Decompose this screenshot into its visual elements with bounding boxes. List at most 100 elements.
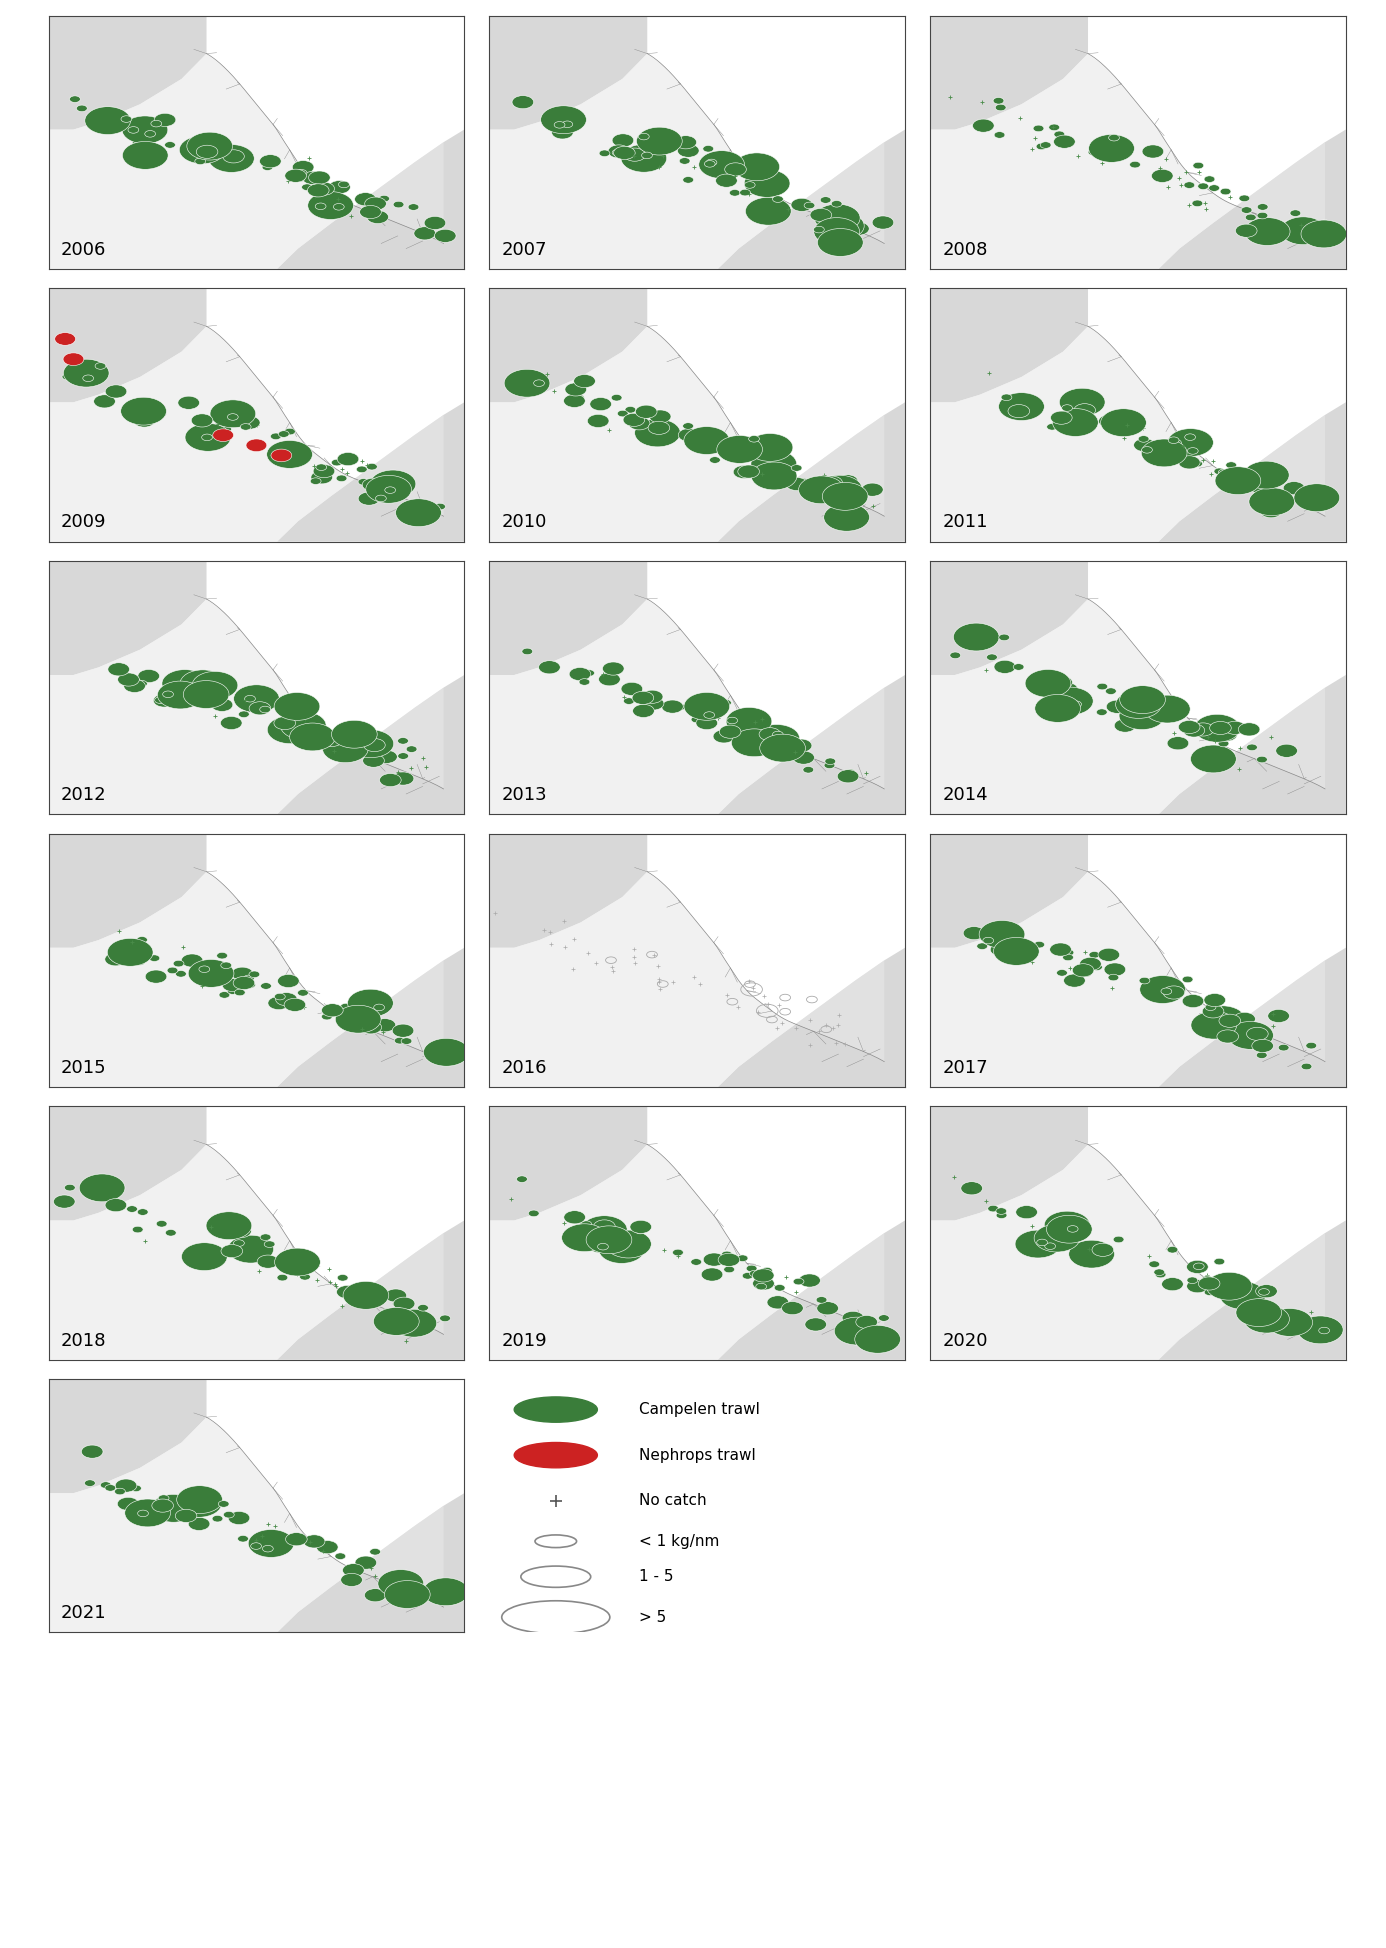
Circle shape: [1167, 736, 1189, 750]
Text: > 5: > 5: [639, 1609, 667, 1625]
Circle shape: [229, 1512, 249, 1525]
Circle shape: [625, 407, 636, 413]
Circle shape: [599, 1235, 644, 1264]
Circle shape: [1218, 1015, 1240, 1027]
Polygon shape: [930, 834, 1088, 949]
Circle shape: [320, 734, 342, 746]
Circle shape: [1080, 956, 1102, 970]
Circle shape: [564, 1212, 585, 1223]
Circle shape: [821, 475, 843, 489]
Circle shape: [223, 970, 233, 976]
Circle shape: [151, 121, 162, 127]
Circle shape: [1195, 715, 1240, 742]
Circle shape: [624, 697, 635, 705]
Circle shape: [292, 160, 315, 173]
Polygon shape: [49, 1418, 444, 1632]
Circle shape: [1192, 460, 1203, 468]
Circle shape: [1249, 487, 1295, 516]
Circle shape: [1249, 479, 1271, 493]
Circle shape: [391, 1586, 413, 1597]
Polygon shape: [277, 129, 464, 269]
Circle shape: [1063, 955, 1074, 960]
Circle shape: [360, 1021, 381, 1034]
Circle shape: [581, 1221, 592, 1227]
Circle shape: [1035, 695, 1081, 723]
Circle shape: [994, 97, 1003, 103]
Circle shape: [628, 417, 650, 431]
Circle shape: [223, 150, 244, 164]
Circle shape: [949, 653, 960, 658]
Circle shape: [1225, 462, 1236, 468]
Circle shape: [649, 421, 669, 434]
Polygon shape: [49, 873, 444, 1087]
Circle shape: [672, 1249, 683, 1256]
Circle shape: [718, 1253, 740, 1266]
Circle shape: [202, 140, 213, 148]
Circle shape: [277, 974, 299, 988]
Circle shape: [380, 773, 401, 787]
Circle shape: [1145, 695, 1191, 723]
Circle shape: [328, 181, 351, 193]
Circle shape: [272, 450, 291, 462]
Polygon shape: [930, 600, 1325, 814]
Circle shape: [341, 1574, 362, 1586]
Circle shape: [286, 1533, 308, 1547]
Circle shape: [267, 997, 290, 1009]
Text: Nephrops trawl: Nephrops trawl: [639, 1447, 755, 1463]
Circle shape: [1052, 409, 1098, 436]
Circle shape: [1268, 1009, 1289, 1023]
Circle shape: [188, 960, 234, 988]
Circle shape: [825, 762, 834, 769]
Circle shape: [798, 1274, 821, 1288]
Circle shape: [614, 146, 635, 160]
Circle shape: [1028, 682, 1038, 688]
Circle shape: [136, 680, 147, 688]
Circle shape: [845, 769, 855, 775]
Circle shape: [753, 1268, 773, 1282]
Circle shape: [1191, 744, 1236, 773]
Circle shape: [837, 769, 859, 783]
Polygon shape: [277, 403, 464, 542]
Circle shape: [1161, 988, 1171, 995]
Circle shape: [793, 1278, 804, 1286]
Circle shape: [997, 1208, 1006, 1214]
Circle shape: [62, 374, 73, 380]
Circle shape: [172, 684, 183, 692]
Circle shape: [215, 423, 226, 429]
Circle shape: [1214, 1258, 1225, 1264]
Circle shape: [245, 982, 255, 988]
Circle shape: [154, 411, 165, 419]
Circle shape: [1235, 224, 1257, 238]
Circle shape: [168, 966, 177, 974]
Circle shape: [1062, 405, 1073, 411]
Circle shape: [683, 692, 729, 721]
Text: 1 - 5: 1 - 5: [639, 1570, 674, 1584]
Circle shape: [1052, 686, 1063, 692]
Circle shape: [177, 395, 200, 409]
Circle shape: [54, 1194, 75, 1208]
Circle shape: [233, 976, 255, 990]
Circle shape: [378, 195, 389, 203]
Circle shape: [1319, 220, 1331, 226]
Circle shape: [395, 499, 441, 526]
Circle shape: [1257, 205, 1268, 210]
Circle shape: [744, 181, 755, 189]
Circle shape: [1220, 1282, 1265, 1309]
Circle shape: [818, 228, 863, 257]
Circle shape: [1257, 212, 1268, 218]
Circle shape: [732, 729, 778, 756]
Circle shape: [679, 158, 690, 164]
Circle shape: [1304, 487, 1326, 501]
Circle shape: [267, 715, 313, 744]
Circle shape: [137, 1210, 148, 1216]
Circle shape: [1252, 475, 1263, 481]
Circle shape: [1191, 1011, 1236, 1038]
Circle shape: [1114, 719, 1137, 732]
Polygon shape: [930, 1145, 1325, 1360]
Circle shape: [1301, 220, 1347, 247]
Circle shape: [769, 450, 791, 464]
Circle shape: [872, 216, 894, 230]
Circle shape: [1202, 1276, 1213, 1282]
Circle shape: [675, 703, 686, 711]
Circle shape: [1048, 688, 1094, 715]
